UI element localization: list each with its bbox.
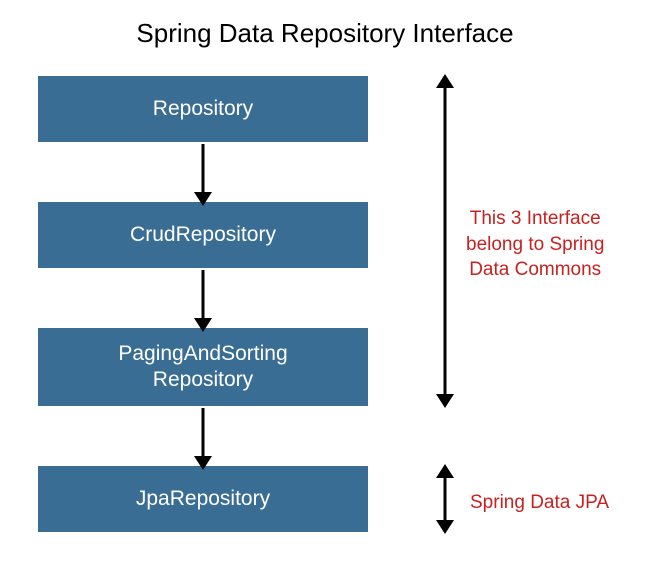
repository-box-3: JpaRepository — [38, 466, 368, 532]
repository-box-1: CrudRepository — [38, 202, 368, 268]
bracket-arrowhead-up-1 — [436, 464, 454, 478]
bracket-annotation-1: Spring Data JPA — [470, 490, 609, 516]
bracket-arrowhead-up-0 — [436, 74, 454, 88]
repository-box-0: Repository — [38, 76, 368, 142]
repository-box-2: PagingAndSortingRepository — [38, 328, 368, 406]
bracket-arrowhead-down-1 — [436, 520, 454, 534]
bracket-annotation-0: This 3 Interfacebelong to SpringData Com… — [466, 206, 604, 283]
diagram-title: Spring Data Repository Interface — [0, 18, 650, 49]
bracket-arrowhead-down-0 — [436, 394, 454, 408]
